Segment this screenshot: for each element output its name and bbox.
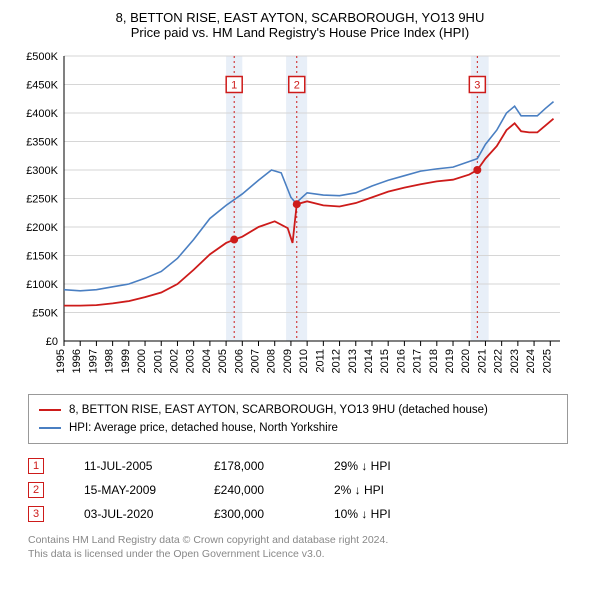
x-tick-label: 2023 bbox=[509, 349, 521, 373]
legend-swatch bbox=[39, 427, 61, 429]
sale-marker-dot bbox=[293, 200, 301, 208]
x-tick-label: 1999 bbox=[120, 349, 132, 373]
x-tick-label: 1998 bbox=[104, 349, 116, 373]
x-tick-label: 2012 bbox=[331, 349, 343, 373]
y-tick-label: £250K bbox=[26, 194, 58, 206]
sale-marker-number: 2 bbox=[294, 80, 300, 92]
sale-marker-dot bbox=[230, 236, 238, 244]
sale-badge: 3 bbox=[28, 506, 44, 522]
x-tick-label: 1995 bbox=[55, 349, 67, 373]
x-tick-label: 2005 bbox=[217, 349, 229, 373]
y-tick-label: £50K bbox=[32, 308, 58, 320]
x-tick-label: 2011 bbox=[314, 349, 326, 373]
footer-attribution: Contains HM Land Registry data © Crown c… bbox=[28, 534, 590, 561]
sale-date: 15-MAY-2009 bbox=[84, 483, 214, 497]
sale-badge: 2 bbox=[28, 482, 44, 498]
x-tick-label: 2021 bbox=[476, 349, 488, 373]
legend-row: 8, BETTON RISE, EAST AYTON, SCARBOROUGH,… bbox=[39, 401, 557, 419]
legend-label: 8, BETTON RISE, EAST AYTON, SCARBOROUGH,… bbox=[69, 404, 488, 416]
sale-row: 2 15-MAY-2009£240,0002% ↓ HPI bbox=[28, 478, 590, 502]
sales-table: 1 11-JUL-2005£178,00029% ↓ HPI 2 15-MAY-200… bbox=[28, 454, 590, 526]
sale-row: 1 11-JUL-2005£178,00029% ↓ HPI bbox=[28, 454, 590, 478]
sale-marker-number: 3 bbox=[474, 80, 480, 92]
sale-date: 03-JUL-2020 bbox=[84, 507, 214, 521]
y-tick-label: £500K bbox=[26, 51, 58, 63]
sale-price: £178,000 bbox=[214, 459, 334, 473]
x-tick-label: 2004 bbox=[201, 349, 213, 373]
x-tick-label: 2001 bbox=[152, 349, 164, 373]
line-chart: £0 £50K £100K £150K £200K £250K £300K £350K £400… bbox=[10, 46, 570, 386]
sale-marker-dot bbox=[473, 166, 481, 174]
y-tick-label: £400K bbox=[26, 108, 58, 120]
x-tick-label: 2007 bbox=[250, 349, 262, 373]
x-tick-label: 2010 bbox=[298, 349, 310, 373]
sale-diff: 10% ↓ HPI bbox=[334, 507, 434, 521]
y-tick-label: £150K bbox=[26, 251, 58, 263]
sale-date: 11-JUL-2005 bbox=[84, 459, 214, 473]
y-tick-label: £100K bbox=[26, 279, 58, 291]
y-tick-label: £350K bbox=[26, 137, 58, 149]
x-tick-label: 2009 bbox=[282, 349, 294, 373]
sale-diff: 2% ↓ HPI bbox=[334, 483, 434, 497]
x-tick-label: 1997 bbox=[87, 349, 99, 373]
y-tick-label: £300K bbox=[26, 165, 58, 177]
x-tick-label: 2014 bbox=[363, 349, 375, 373]
title-sub: Price paid vs. HM Land Registry's House … bbox=[10, 25, 590, 40]
x-tick-label: 2000 bbox=[136, 349, 148, 373]
sale-price: £300,000 bbox=[214, 507, 334, 521]
x-tick-label: 2013 bbox=[347, 349, 359, 373]
y-tick-label: £450K bbox=[26, 80, 58, 92]
x-tick-label: 2008 bbox=[266, 349, 278, 373]
chart-area: £0 £50K £100K £150K £200K £250K £300K £350K £400… bbox=[10, 46, 590, 386]
legend-label: HPI: Average price, detached house, Nort… bbox=[69, 422, 338, 434]
legend: 8, BETTON RISE, EAST AYTON, SCARBOROUGH,… bbox=[28, 394, 568, 444]
footer-line-2: This data is licensed under the Open Gov… bbox=[28, 548, 590, 562]
x-tick-label: 2024 bbox=[525, 349, 537, 373]
sale-price: £240,000 bbox=[214, 483, 334, 497]
legend-swatch bbox=[39, 409, 61, 411]
title-main: 8, BETTON RISE, EAST AYTON, SCARBOROUGH,… bbox=[10, 10, 590, 25]
x-tick-label: 2018 bbox=[428, 349, 440, 373]
sale-badge: 1 bbox=[28, 458, 44, 474]
y-tick-label: £200K bbox=[26, 222, 58, 234]
sale-marker-number: 1 bbox=[231, 80, 237, 92]
sale-diff: 29% ↓ HPI bbox=[334, 459, 434, 473]
x-tick-label: 2016 bbox=[395, 349, 407, 373]
x-tick-label: 2003 bbox=[185, 349, 197, 373]
x-tick-label: 2006 bbox=[233, 349, 245, 373]
x-tick-label: 2017 bbox=[412, 349, 424, 373]
x-tick-label: 2015 bbox=[379, 349, 391, 373]
x-tick-label: 2025 bbox=[541, 349, 553, 373]
sale-row: 3 03-JUL-2020£300,00010% ↓ HPI bbox=[28, 502, 590, 526]
footer-line-1: Contains HM Land Registry data © Crown c… bbox=[28, 534, 590, 548]
x-tick-label: 2019 bbox=[444, 349, 456, 373]
x-tick-label: 2020 bbox=[460, 349, 472, 373]
legend-row: HPI: Average price, detached house, Nort… bbox=[39, 419, 557, 437]
y-tick-label: £0 bbox=[46, 336, 58, 348]
x-tick-label: 1996 bbox=[71, 349, 83, 373]
x-tick-label: 2022 bbox=[493, 349, 505, 373]
x-tick-label: 2002 bbox=[168, 349, 180, 373]
